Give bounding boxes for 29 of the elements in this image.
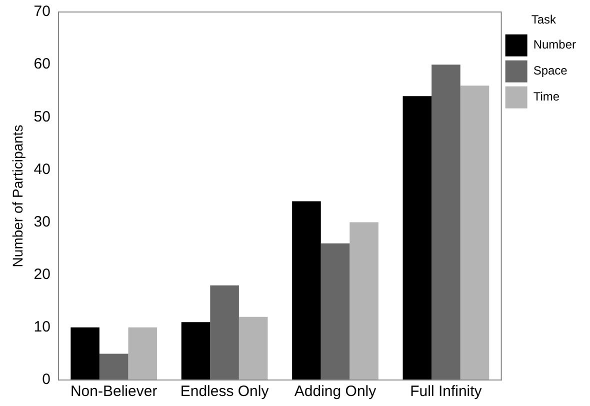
y-tick-label: 40 (34, 160, 50, 178)
bar (181, 322, 210, 380)
legend-label: Time (533, 90, 560, 104)
x-tick-label: Adding Only (294, 383, 377, 400)
y-tick-label: 30 (34, 213, 50, 230)
x-tick-label: Endless Only (180, 383, 270, 400)
bar (210, 285, 239, 380)
legend-title: Task (531, 12, 557, 26)
bar (320, 243, 350, 380)
bar (432, 64, 460, 380)
legend-label: Number (533, 38, 576, 52)
bar (128, 327, 158, 380)
bar (99, 354, 128, 380)
bar (70, 327, 100, 380)
bar (292, 201, 321, 380)
y-tick-label: 10 (34, 318, 50, 336)
y-tick-label: 0 (42, 371, 50, 388)
x-tick-label: Full Infinity (410, 383, 482, 400)
bar (238, 316, 268, 380)
bar (460, 86, 490, 380)
bar (350, 222, 378, 380)
bar (402, 96, 432, 380)
legend-label: Space (533, 64, 568, 78)
y-tick-label: 50 (34, 108, 50, 126)
y-tick-label: 60 (34, 56, 50, 73)
y-axis-title: Number of Participants (9, 124, 26, 268)
y-tick-label: 70 (34, 3, 50, 20)
x-tick-label: Non-Believer (70, 383, 158, 400)
y-tick-label: 20 (34, 266, 50, 283)
